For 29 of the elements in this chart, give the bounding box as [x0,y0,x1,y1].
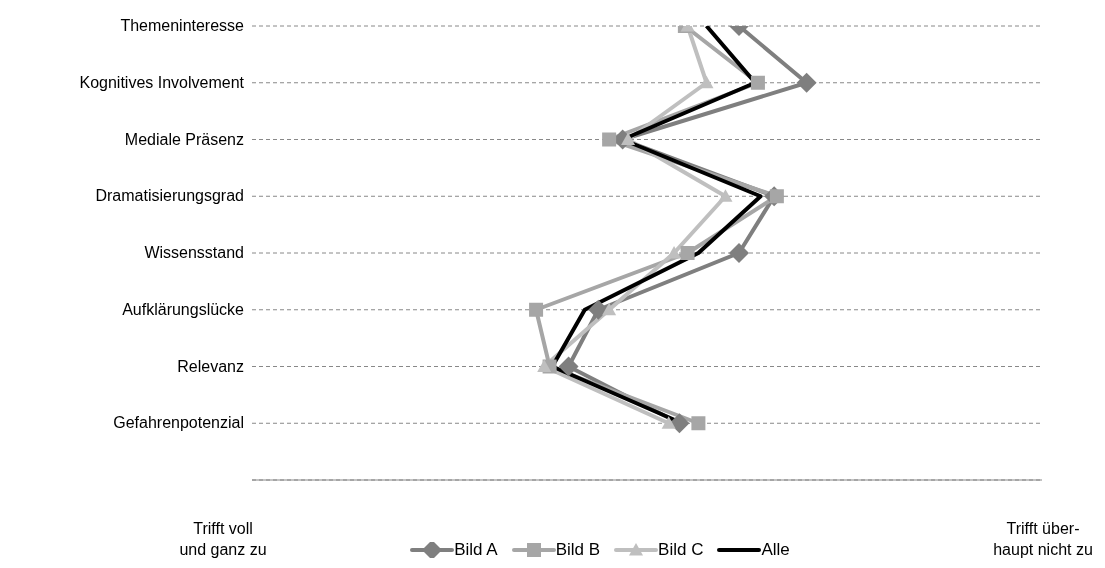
legend-label: Bild C [658,540,704,560]
legend-label: Alle [761,540,790,560]
point [667,246,682,259]
point [750,75,765,90]
y-tick-label: Themeninteresse [120,17,245,34]
point [588,299,609,320]
text: Trifft voll und ganz zu [178,519,268,560]
point [529,302,544,317]
point [718,189,733,202]
point [661,416,676,429]
point [558,356,579,377]
y-tick-label: Gefahrenpotenzial [113,414,244,432]
y-tick-label: Aufklärungslücke [122,300,245,318]
y-tick-label: Mediale Präsenz [124,130,244,148]
point [602,132,617,147]
point [669,413,690,434]
y-tick-label: Dramatisierungsgrad [95,187,244,205]
point [691,416,706,431]
y-tick-label: Relevanz [177,357,244,375]
point [602,302,617,316]
y-tick-label: Wissensstand [144,244,244,261]
legend-label: Bild A [454,540,498,560]
point [796,72,817,93]
point [728,243,749,263]
point [537,359,552,373]
y-tick-label: Kognitives Involvement [79,73,245,91]
point [680,246,695,260]
legend-label: Bild B [555,540,601,560]
text: Trifft über- haupt nicht zu [992,519,1094,560]
